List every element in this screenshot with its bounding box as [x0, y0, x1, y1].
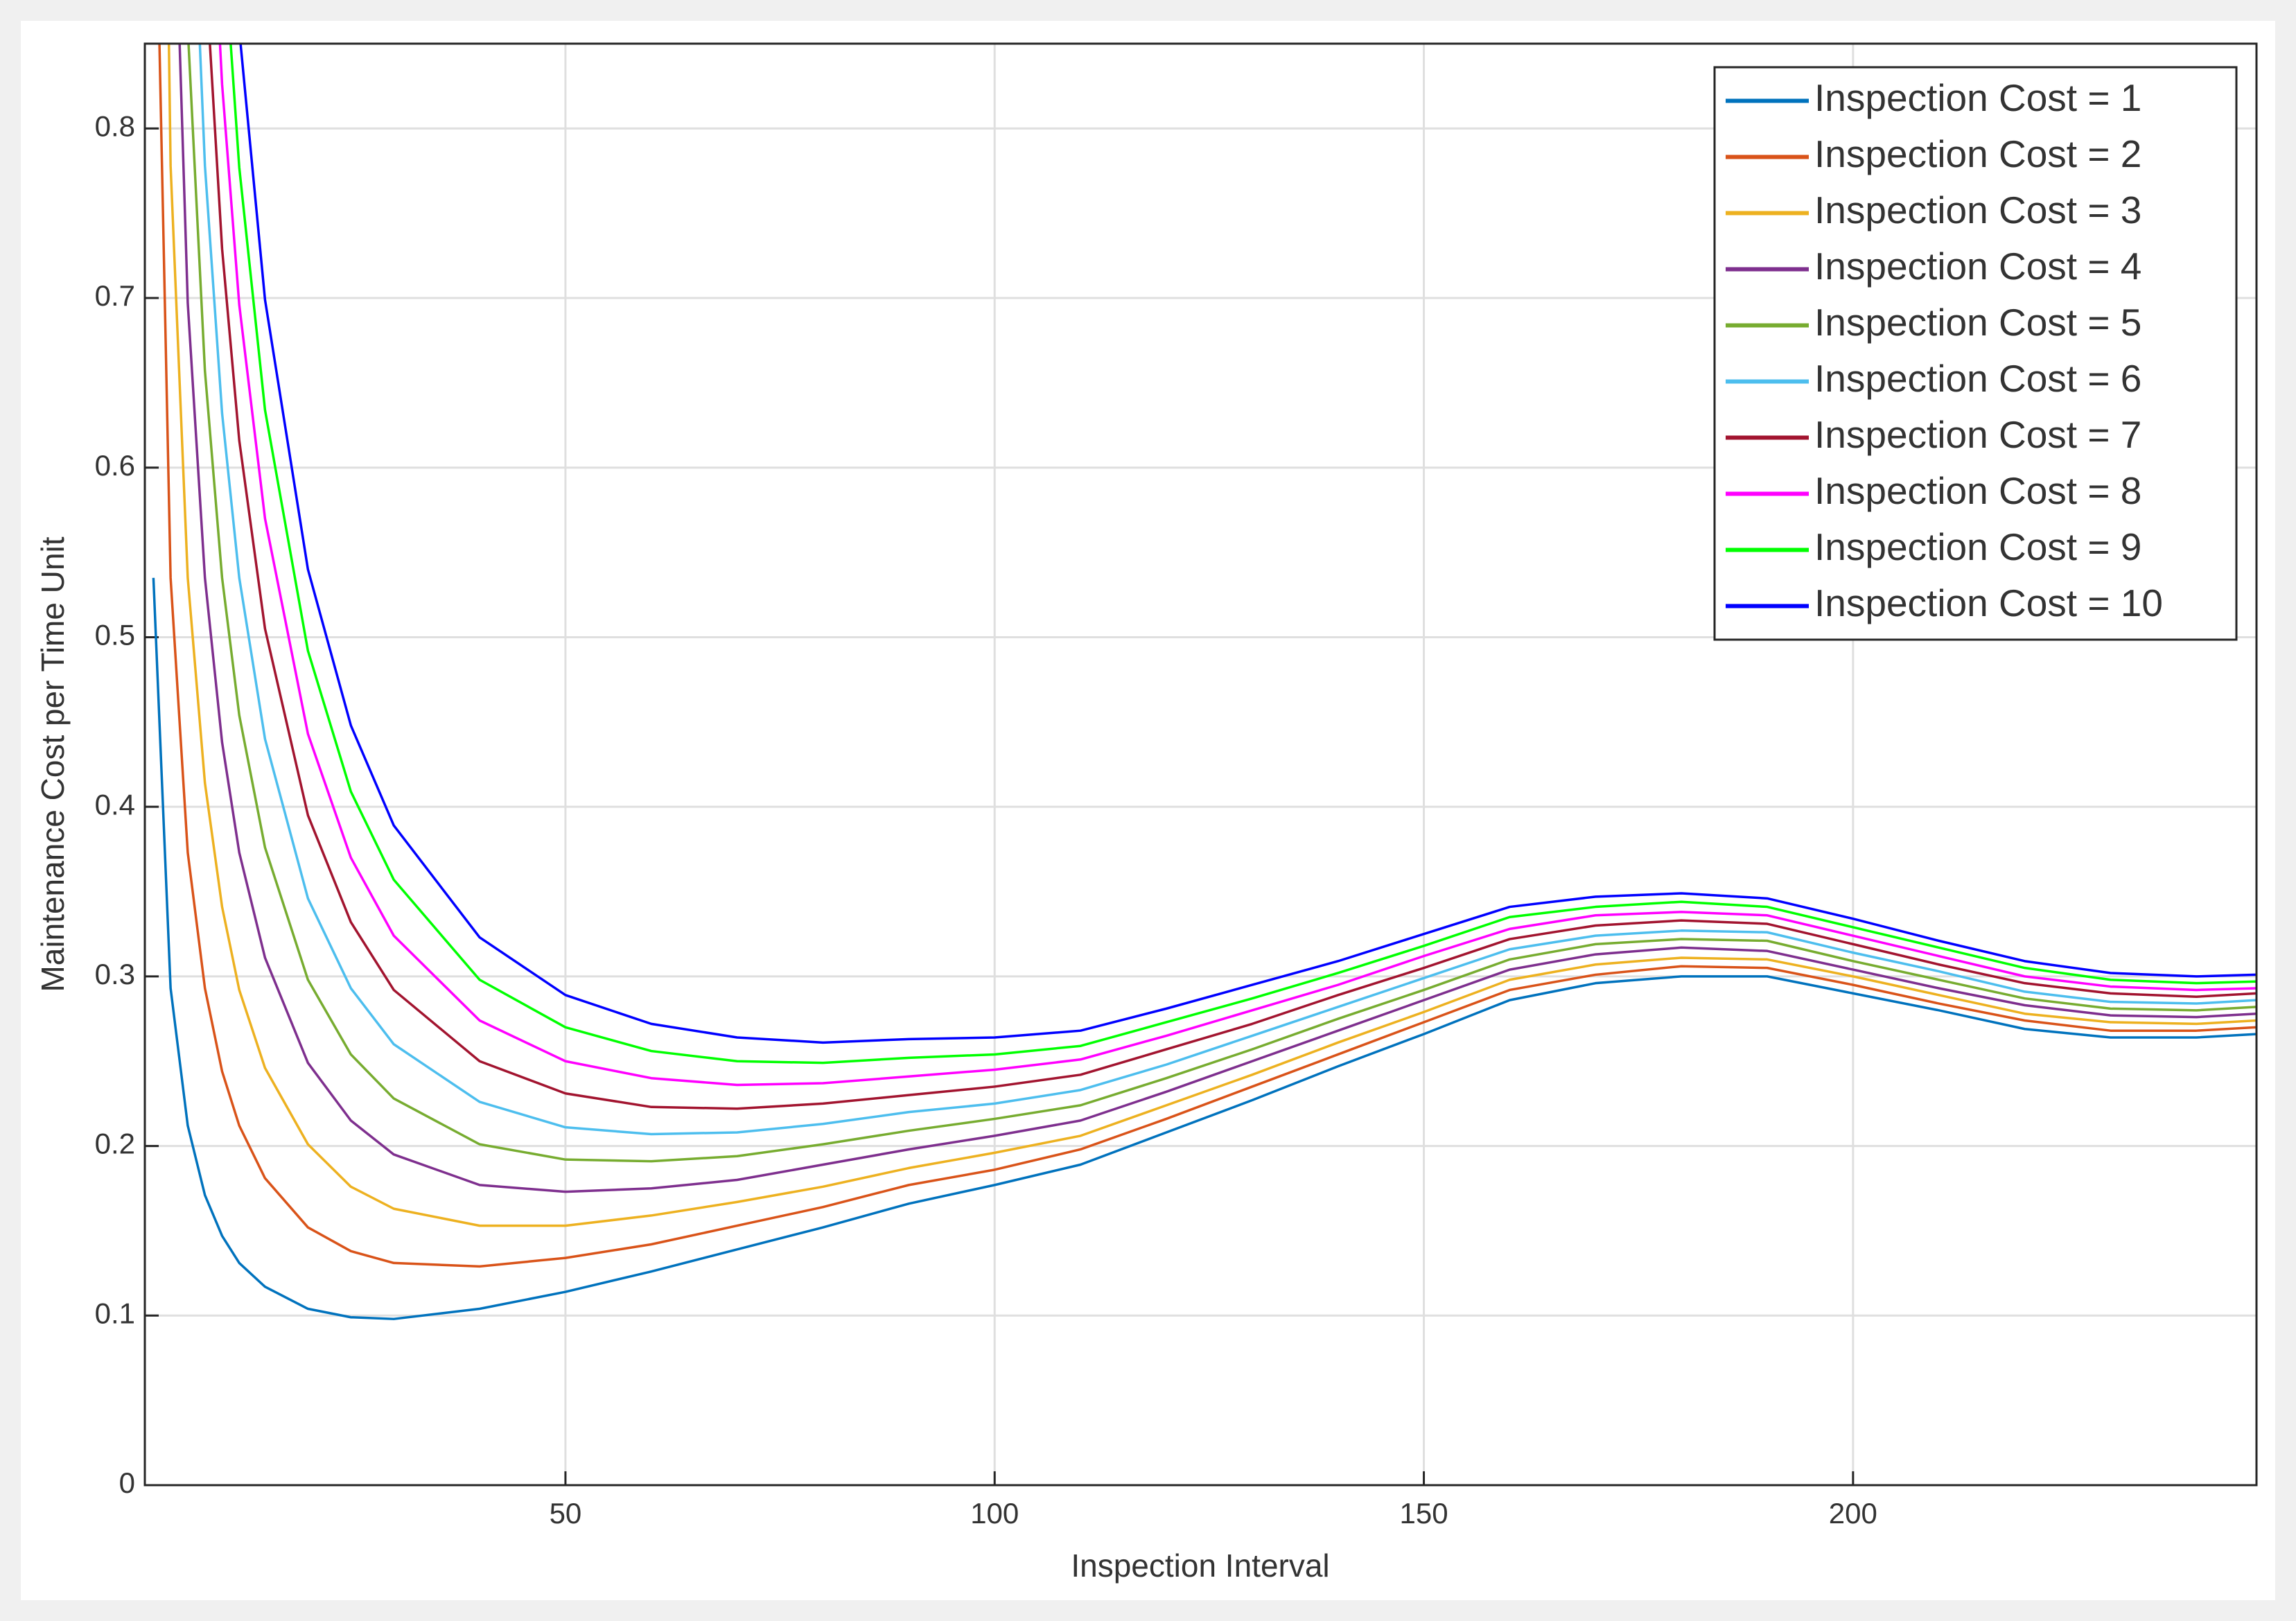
axes-box: [143, 42, 2258, 1487]
legend-label: Inspection Cost = 3: [1814, 189, 2141, 231]
y-tick-label: 0.8: [95, 109, 135, 142]
y-tick-label: 0.2: [95, 1128, 135, 1160]
y-tick-label: 0: [119, 1466, 135, 1499]
y-tick-label: 0.3: [95, 958, 135, 990]
y-tick-label: 0.1: [95, 1297, 135, 1329]
legend-label: Inspection Cost = 8: [1814, 469, 2141, 512]
x-tick-label: 50: [550, 1497, 582, 1530]
series-line: [239, 44, 2256, 1044]
legend-label: Inspection Cost = 7: [1814, 413, 2141, 456]
legend-label: Inspection Cost = 1: [1814, 76, 2141, 119]
x-axis-label: Inspection Interval: [1071, 1548, 1329, 1584]
x-tick-label: 150: [1400, 1497, 1448, 1530]
y-tick-label: 0.6: [95, 449, 135, 482]
x-tick-label: 100: [970, 1497, 1019, 1530]
lines: [152, 44, 2256, 1320]
series-line: [152, 577, 2256, 1320]
x-tick-label: 200: [1829, 1497, 1877, 1530]
series-line: [187, 44, 2256, 1163]
series-line: [178, 44, 2256, 1193]
series-line: [158, 44, 2256, 1268]
y-axis-label: Maintenance Cost per Time Unit: [35, 536, 71, 992]
series-line: [229, 44, 2256, 1064]
legend-label: Inspection Cost = 10: [1814, 581, 2163, 624]
legend-label: Inspection Cost = 2: [1814, 132, 2141, 175]
series-line: [167, 44, 2256, 1227]
y-tick-label: 0.7: [95, 279, 135, 312]
legend-label: Inspection Cost = 6: [1814, 357, 2141, 400]
series-line: [209, 44, 2256, 1110]
series-line: [218, 44, 2256, 1087]
legend-box: [1713, 66, 2238, 641]
y-tick-label: 0.4: [95, 788, 135, 821]
y-tick-label: 0.5: [95, 619, 135, 651]
legend-label: Inspection Cost = 5: [1814, 301, 2141, 344]
legend-label: Inspection Cost = 9: [1814, 525, 2141, 568]
series-line: [198, 44, 2256, 1136]
legend-label: Inspection Cost = 4: [1814, 245, 2141, 288]
